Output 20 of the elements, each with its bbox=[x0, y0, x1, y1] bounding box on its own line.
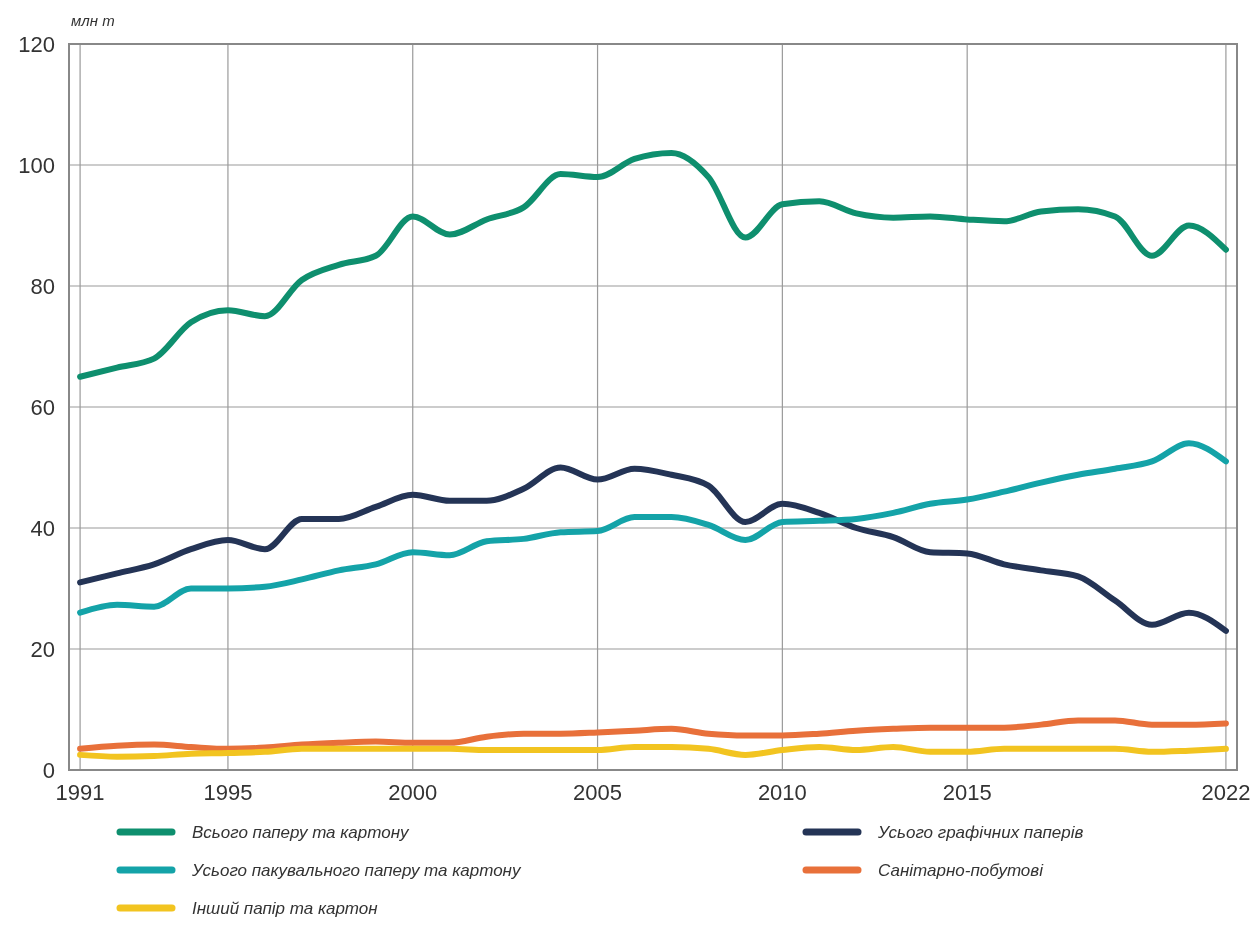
x-tick-label: 2005 bbox=[573, 780, 623, 805]
y-axis-title: млн т bbox=[71, 12, 115, 29]
y-tick-label: 40 bbox=[30, 515, 55, 541]
y-tick-label: 20 bbox=[30, 636, 55, 662]
x-tick-label: 2010 bbox=[757, 780, 807, 805]
x-tick-label: 2015 bbox=[942, 780, 992, 805]
legend-label: Усього пакувального паперу та картону bbox=[191, 861, 522, 880]
x-tick-label: 1995 bbox=[203, 780, 253, 805]
y-tick-label: 100 bbox=[18, 152, 55, 178]
legend-label: Усього графічних паперів bbox=[877, 823, 1084, 842]
x-tick-label: 2022 bbox=[1201, 780, 1251, 805]
y-tick-label: 60 bbox=[30, 394, 55, 420]
legend-label: Всього паперу та картону bbox=[192, 823, 411, 842]
legend-label: Санітарно-побутові bbox=[878, 861, 1045, 880]
legend-label: Інший папір та картон bbox=[192, 899, 379, 918]
y-tick-label: 120 bbox=[18, 31, 55, 57]
x-tick-label: 1991 bbox=[55, 780, 105, 805]
x-tick-label: 2000 bbox=[388, 780, 438, 805]
y-tick-label: 0 bbox=[42, 757, 55, 783]
y-tick-label: 80 bbox=[30, 273, 55, 299]
